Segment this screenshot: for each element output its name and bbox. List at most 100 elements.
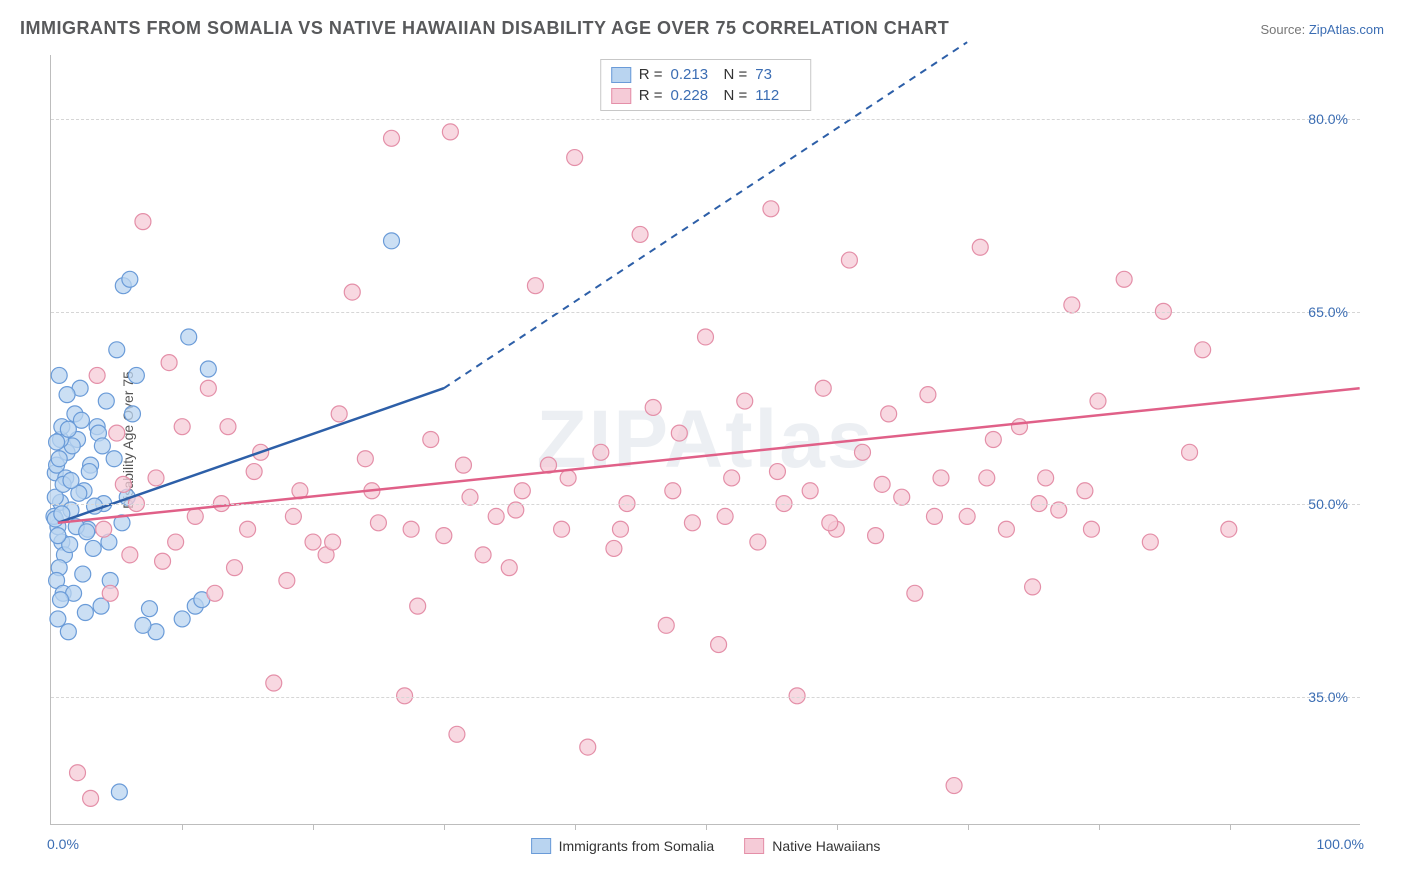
scatter-point-hawaiian (148, 470, 164, 486)
scatter-point-hawaiian (894, 489, 910, 505)
scatter-point-hawaiian (227, 560, 243, 576)
scatter-point-hawaiian (580, 739, 596, 755)
scatter-point-hawaiian (959, 508, 975, 524)
y-tick-label: 50.0% (1308, 496, 1348, 512)
scatter-point-hawaiian (83, 790, 99, 806)
bottom-legend: Immigrants from Somalia Native Hawaiians (531, 838, 881, 854)
scatter-point-somalia (60, 624, 76, 640)
scatter-point-somalia (49, 434, 65, 450)
scatter-point-hawaiian (1083, 521, 1099, 537)
scatter-point-somalia (51, 367, 67, 383)
x-axis-min-label: 0.0% (47, 836, 79, 852)
scatter-point-hawaiian (698, 329, 714, 345)
scatter-point-hawaiian (1064, 297, 1080, 313)
scatter-point-hawaiian (881, 406, 897, 422)
stat-r-label: R = (639, 87, 663, 104)
scatter-point-hawaiian (240, 521, 256, 537)
scatter-point-hawaiian (462, 489, 478, 505)
scatter-point-hawaiian (370, 515, 386, 531)
stats-row-somalia: R =0.213N =73 (611, 64, 801, 85)
scatter-point-somalia (111, 784, 127, 800)
plot-area: Disability Age Over 75 ZIPAtlas R =0.213… (50, 55, 1360, 825)
gridline-horizontal (51, 312, 1360, 313)
x-tick (444, 824, 445, 830)
scatter-point-hawaiian (89, 367, 105, 383)
scatter-point-hawaiian (161, 355, 177, 371)
scatter-point-somalia (63, 473, 79, 489)
scatter-point-hawaiian (567, 150, 583, 166)
scatter-point-hawaiian (1090, 393, 1106, 409)
scatter-point-hawaiian (972, 239, 988, 255)
scatter-point-hawaiian (403, 521, 419, 537)
scatter-point-hawaiian (325, 534, 341, 550)
scatter-point-hawaiian (344, 284, 360, 300)
chart-title: IMMIGRANTS FROM SOMALIA VS NATIVE HAWAII… (20, 18, 949, 39)
scatter-point-hawaiian (612, 521, 628, 537)
scatter-point-hawaiian (841, 252, 857, 268)
scatter-point-hawaiian (658, 617, 674, 633)
scatter-point-hawaiian (998, 521, 1014, 537)
stat-n-value-somalia: 73 (755, 66, 800, 83)
scatter-point-hawaiian (475, 547, 491, 563)
x-tick (837, 824, 838, 830)
scatter-point-hawaiian (737, 393, 753, 409)
scatter-point-hawaiian (874, 476, 890, 492)
legend-label-hawaiian: Native Hawaiians (772, 838, 880, 854)
scatter-point-hawaiian (109, 425, 125, 441)
scatter-point-hawaiian (1038, 470, 1054, 486)
scatter-point-hawaiian (187, 508, 203, 524)
scatter-point-hawaiian (207, 585, 223, 601)
source-link[interactable]: ZipAtlas.com (1309, 22, 1384, 37)
scatter-point-somalia (124, 406, 140, 422)
scatter-point-hawaiian (410, 598, 426, 614)
scatter-point-somalia (106, 451, 122, 467)
scatter-point-hawaiian (665, 483, 681, 499)
gridline-horizontal (51, 504, 1360, 505)
scatter-point-hawaiian (357, 451, 373, 467)
scatter-point-hawaiian (763, 201, 779, 217)
stat-n-label: N = (724, 87, 748, 104)
scatter-point-hawaiian (305, 534, 321, 550)
scatter-point-hawaiian (70, 765, 86, 781)
stats-legend-box: R =0.213N =73R =0.228N =112 (600, 59, 812, 111)
scatter-point-hawaiian (1077, 483, 1093, 499)
x-tick (1099, 824, 1100, 830)
scatter-point-hawaiian (266, 675, 282, 691)
stat-n-label: N = (724, 66, 748, 83)
scatter-point-hawaiian (115, 476, 131, 492)
scatter-point-hawaiian (1012, 419, 1028, 435)
x-tick (313, 824, 314, 830)
scatter-point-hawaiian (168, 534, 184, 550)
scatter-point-somalia (50, 528, 66, 544)
scatter-point-hawaiian (645, 399, 661, 415)
x-tick (575, 824, 576, 830)
scatter-point-hawaiian (423, 432, 439, 448)
scatter-point-hawaiian (155, 553, 171, 569)
scatter-point-hawaiian (769, 464, 785, 480)
scatter-point-hawaiian (907, 585, 923, 601)
scatter-point-hawaiian (514, 483, 530, 499)
legend-swatch-hawaiian (611, 88, 631, 104)
stat-r-value-hawaiian: 0.228 (671, 87, 716, 104)
scatter-point-hawaiian (933, 470, 949, 486)
scatter-point-somalia (75, 566, 91, 582)
scatter-point-hawaiian (1116, 271, 1132, 287)
scatter-point-hawaiian (684, 515, 700, 531)
scatter-point-hawaiian (102, 585, 118, 601)
scatter-point-hawaiian (632, 226, 648, 242)
scatter-point-hawaiian (1182, 444, 1198, 460)
scatter-point-hawaiian (920, 387, 936, 403)
scatter-point-hawaiian (671, 425, 687, 441)
scatter-point-hawaiian (174, 419, 190, 435)
scatter-point-hawaiian (442, 124, 458, 140)
scatter-point-somalia (384, 233, 400, 249)
scatter-point-hawaiian (724, 470, 740, 486)
legend-item-somalia: Immigrants from Somalia (531, 838, 715, 854)
stat-r-label: R = (639, 66, 663, 83)
scatter-point-hawaiian (1142, 534, 1158, 550)
y-tick-label: 80.0% (1308, 111, 1348, 127)
legend-swatch-somalia (611, 67, 631, 83)
scatter-point-somalia (109, 342, 125, 358)
scatter-point-hawaiian (822, 515, 838, 531)
scatter-point-somalia (60, 421, 76, 437)
